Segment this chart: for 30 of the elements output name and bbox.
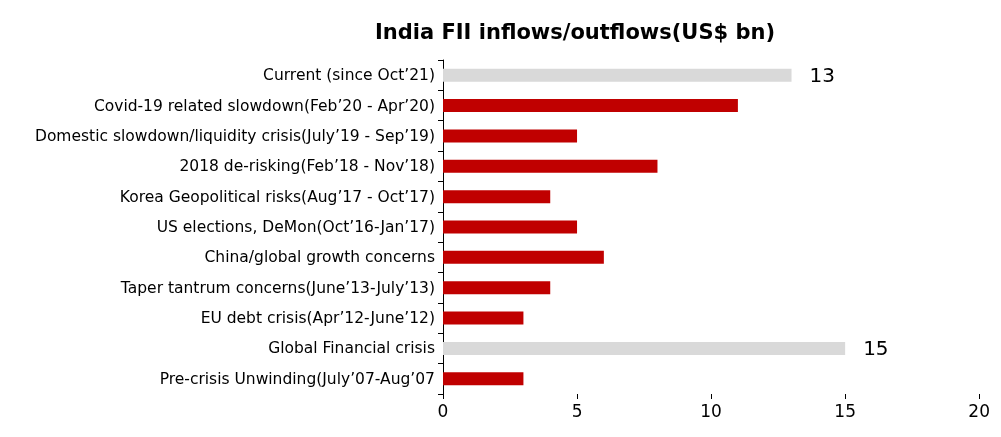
y-tick-label: Taper tantrum concerns(June’13-July’13) xyxy=(119,278,435,297)
y-tick-label: EU debt crisis(Apr’12-June’12) xyxy=(200,309,435,328)
y-tick-label: US elections, DeMon(Oct’16-Jan’17) xyxy=(156,218,435,236)
data-label: 13 xyxy=(809,63,835,88)
y-tick-label: China/global growth concerns xyxy=(204,248,435,267)
x-tick-label: 10 xyxy=(700,400,722,421)
bar xyxy=(443,190,551,204)
data-label: 15 xyxy=(863,336,889,361)
x-tick-label: 15 xyxy=(834,400,856,421)
bar xyxy=(443,68,792,82)
y-tick-label: Domestic slowdown/liquidity crisis(July’19 - Sep’19) xyxy=(34,126,435,145)
x-tick-label: 0 xyxy=(437,400,449,421)
bar xyxy=(443,129,578,143)
x-tick-label: 20 xyxy=(968,400,990,421)
bar xyxy=(443,372,524,386)
y-tick-label: Korea Geopolitical risks(Aug’17 - Oct’17) xyxy=(119,187,435,206)
x-tick-label: 5 xyxy=(571,400,583,421)
chart-title: India FII inflows/outflows(US$ bn) xyxy=(374,19,776,44)
bar xyxy=(443,220,578,234)
bar xyxy=(443,341,846,355)
y-tick-label: Pre-crisis Unwinding(July’07-Aug’07 xyxy=(159,369,435,388)
y-tick-label: Current (since Oct’21) xyxy=(263,66,435,85)
bar xyxy=(443,311,524,325)
y-tick-label: Global Financial crisis xyxy=(268,339,435,358)
bar xyxy=(443,250,604,264)
bar xyxy=(443,99,738,113)
y-tick-label: 2018 de-risking(Feb’18 - Nov’18) xyxy=(179,157,435,176)
y-tick-label: Covid-19 related slowdown(Feb’20 - Apr’20) xyxy=(93,96,435,115)
bar xyxy=(443,159,658,173)
bar xyxy=(443,281,551,295)
